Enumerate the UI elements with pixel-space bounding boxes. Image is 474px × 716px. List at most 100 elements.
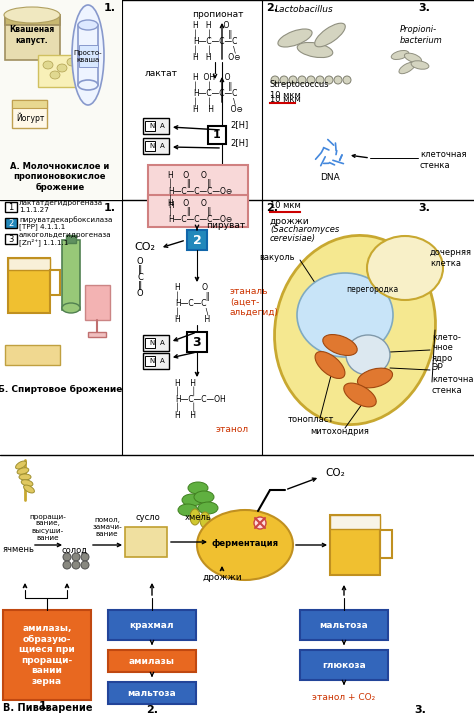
Text: 2[H]: 2[H] (230, 120, 248, 130)
Text: клеточная
стенка: клеточная стенка (432, 375, 474, 395)
Text: O: O (137, 289, 143, 299)
Bar (330, 515, 380, 529)
Text: 1: 1 (9, 203, 14, 211)
Ellipse shape (78, 80, 98, 90)
Text: 3.: 3. (418, 203, 430, 213)
Bar (108, 650, 196, 672)
Text: ‖: ‖ (138, 266, 142, 274)
Text: H   H     O: H H O (193, 21, 229, 31)
Bar (187, 230, 207, 250)
Circle shape (343, 76, 351, 84)
Bar (143, 138, 169, 154)
Bar (148, 195, 248, 227)
Text: хмель: хмель (185, 513, 211, 521)
Ellipse shape (17, 468, 29, 474)
Bar (3, 610, 91, 700)
Circle shape (63, 561, 71, 569)
Text: ‖: ‖ (138, 281, 142, 291)
Text: │    │         \: │ │ \ (193, 45, 236, 54)
Circle shape (72, 561, 80, 569)
Text: │           ‖: │ ‖ (175, 291, 210, 301)
Text: H—C—C: H—C—C (175, 299, 207, 309)
Bar (85, 285, 110, 320)
Text: алкогольдегидрогеназа
[Zn²⁺] 1.1.1.1: алкогольдегидрогеназа [Zn²⁺] 1.1.1.1 (19, 231, 111, 246)
Text: H—C—C—C: H—C—C—C (193, 37, 237, 47)
Text: 1.: 1. (104, 3, 116, 13)
Text: перегородка: перегородка (346, 286, 398, 294)
Text: O: O (137, 258, 143, 266)
Bar (148, 165, 248, 200)
Text: N: N (149, 123, 155, 129)
Ellipse shape (50, 71, 60, 79)
Text: cerevisiae): cerevisiae) (270, 233, 316, 243)
Circle shape (63, 553, 71, 561)
Text: │      ‖       ‖: │ ‖ ‖ (168, 206, 211, 216)
Ellipse shape (72, 5, 104, 105)
Ellipse shape (278, 29, 312, 47)
Bar (300, 610, 388, 640)
Text: 2[H]: 2[H] (230, 138, 248, 147)
Bar (62, 240, 80, 310)
Text: А. Молочнокислое и
пропионовокислое
брожение: А. Молочнокислое и пропионовокислое брож… (10, 162, 109, 192)
Circle shape (81, 561, 89, 569)
Text: C: C (137, 274, 143, 283)
Ellipse shape (24, 485, 35, 493)
Text: A: A (160, 358, 165, 364)
Bar (143, 335, 169, 351)
Ellipse shape (182, 494, 202, 506)
Bar (208, 126, 226, 144)
Text: 10 мкм: 10 мкм (270, 95, 301, 104)
Text: пируват: пируват (206, 221, 245, 230)
Text: Б. Спиртовое брожение: Б. Спиртовое брожение (0, 385, 122, 394)
Bar (5, 234, 17, 244)
Ellipse shape (315, 23, 345, 47)
Bar (5, 15, 60, 25)
Text: H  OH    O: H OH O (193, 74, 230, 82)
Text: 3.: 3. (414, 705, 426, 715)
Bar (8, 258, 50, 270)
Text: 2.: 2. (266, 3, 278, 13)
Ellipse shape (62, 303, 80, 313)
Bar (108, 682, 196, 704)
Text: │    │       ‖: │ │ ‖ (193, 81, 232, 91)
Ellipse shape (67, 58, 77, 66)
Text: клеточная
стенка: клеточная стенка (420, 150, 466, 170)
Text: │     │: │ │ (175, 402, 196, 412)
Ellipse shape (78, 20, 98, 30)
Text: митохондрия: митохондрия (310, 427, 369, 437)
Ellipse shape (4, 7, 60, 23)
Text: Квашеная
капуст.: Квашеная капуст. (9, 25, 55, 44)
Bar (145, 141, 155, 151)
Ellipse shape (274, 236, 436, 425)
Bar (143, 353, 169, 369)
Text: ячмень: ячмень (2, 546, 34, 554)
Bar (145, 338, 155, 348)
Bar (79, 45, 98, 67)
Ellipse shape (43, 61, 53, 69)
Circle shape (316, 76, 324, 84)
Ellipse shape (194, 491, 214, 503)
Text: дрожжи: дрожжи (270, 218, 310, 226)
Text: H   H       O⊖: H H O⊖ (193, 54, 240, 62)
Text: 1: 1 (213, 130, 221, 140)
Bar (8, 258, 50, 313)
Bar (50, 270, 60, 295)
Text: Йогурт: Йогурт (16, 112, 44, 123)
Text: H    O     O: H O O (168, 170, 207, 180)
Circle shape (72, 553, 80, 561)
Text: Streptococcus
10 мкм: Streptococcus 10 мкм (270, 80, 329, 100)
Circle shape (289, 76, 297, 84)
Bar (108, 610, 196, 640)
Text: H—C—C—C: H—C—C—C (193, 90, 237, 99)
Bar (5, 345, 60, 365)
Text: 2.: 2. (266, 203, 278, 213)
Text: Lactobacillus: Lactobacillus (275, 6, 334, 14)
Circle shape (325, 76, 333, 84)
Ellipse shape (346, 335, 390, 375)
Text: 3: 3 (9, 235, 14, 243)
Text: 10 мкм: 10 мкм (270, 200, 301, 210)
Text: 3.: 3. (418, 3, 430, 13)
Ellipse shape (190, 509, 200, 525)
Circle shape (334, 76, 342, 84)
Text: крахмал: крахмал (130, 621, 174, 629)
